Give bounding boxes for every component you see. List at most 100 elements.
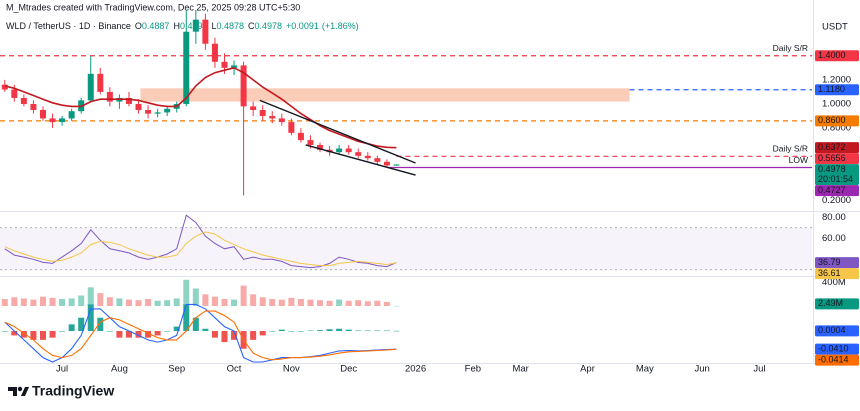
moving-average [4, 66, 397, 149]
level-label: 1.1180 [818, 84, 845, 94]
macd-histogram [202, 328, 209, 331]
macd-histogram [49, 331, 56, 338]
level-label-bg [815, 115, 859, 127]
candle-body [87, 73, 94, 101]
macd-histogram [345, 329, 352, 331]
volume-bar [326, 300, 333, 306]
volume-bar [307, 299, 314, 306]
candle-body [97, 73, 104, 92]
candle-body [135, 103, 142, 110]
candle-body [250, 106, 257, 110]
macd-histogram [231, 331, 238, 340]
candle-body [259, 110, 266, 117]
macd-histogram [1, 331, 8, 332]
candle-body [49, 118, 56, 123]
macd-histogram [326, 329, 333, 331]
candle-body [364, 155, 371, 159]
macd-histogram [164, 331, 171, 332]
macd-histogram [269, 331, 276, 332]
candle-body [231, 65, 238, 68]
volume-bar [355, 300, 362, 306]
macd-histogram [39, 331, 46, 340]
macd-histogram [20, 331, 27, 338]
macd-histogram [250, 331, 257, 340]
level-label-bg [815, 84, 859, 96]
last-price-label: 0.4978 [818, 164, 846, 174]
volume-bar [202, 294, 209, 306]
volume-bar [106, 297, 113, 306]
macd-line [4, 310, 397, 361]
volume-bar [336, 299, 343, 306]
ohlc-prefix: C [248, 21, 255, 31]
y-tick-label: 400M [822, 277, 846, 288]
volume-bar [1, 299, 8, 306]
macd-histogram [173, 326, 180, 331]
volume-bar [211, 296, 218, 306]
candle-body [39, 110, 46, 119]
candle-body [269, 116, 276, 119]
x-tick-label: Oct [227, 364, 242, 375]
ohlc-prefix: L [211, 21, 216, 31]
volume-bar [240, 285, 247, 306]
volume-label: 2.49M [818, 298, 843, 308]
macd-histogram [125, 331, 132, 338]
volume-bar [221, 299, 228, 306]
macd-histogram [192, 317, 199, 331]
macd-histogram [355, 330, 362, 332]
volume-bar [231, 299, 238, 306]
macd-histogram [221, 331, 228, 343]
volume-bar [78, 295, 85, 306]
level-label: 0.5656 [818, 153, 846, 163]
candle-body [1, 84, 8, 90]
ohlc-value: 0.4887 [142, 21, 170, 31]
x-tick-label: Dec [340, 364, 357, 375]
logo-icon [8, 387, 17, 396]
y-tick-label: 0.8000 [822, 123, 851, 134]
candle-body [106, 91, 113, 102]
candle-body [202, 19, 209, 44]
last-price-label: 20:01:54 [818, 174, 853, 184]
volume-bar [154, 300, 161, 306]
ma-label: 0.6372 [818, 142, 846, 152]
macd-histogram [135, 331, 142, 338]
candle-body [11, 89, 18, 98]
candle-body [68, 111, 75, 119]
volume-bar [317, 300, 324, 306]
rsi-label: 36.61 [818, 268, 841, 278]
macd-histogram [393, 330, 400, 332]
x-tick-label: Apr [580, 364, 595, 375]
volume-bar [250, 294, 257, 306]
volume-bar [183, 279, 190, 306]
volume-bar [364, 301, 371, 306]
level-text: Daily S/R [773, 43, 808, 53]
y-tick-label: 1.2000 [822, 74, 851, 85]
volume-label-bg [815, 298, 859, 310]
candle-body [192, 19, 199, 32]
level-label-bg [815, 153, 859, 165]
macd-histogram [30, 331, 37, 340]
candle-body [288, 122, 295, 133]
rsi-label: 36.79 [818, 257, 841, 267]
change-pct: (+1.86%) [322, 21, 359, 31]
macd-histogram [116, 331, 123, 338]
macd-histogram [259, 331, 266, 336]
y-tick-label: 1.0000 [822, 98, 851, 109]
candle-body [20, 97, 27, 104]
macd-histogram [145, 331, 152, 338]
trendline [259, 99, 416, 164]
macd-histogram [106, 331, 113, 332]
rsi-line [4, 214, 397, 269]
macd-histogram [97, 317, 104, 331]
volume-bar [125, 299, 132, 306]
volume-bar [259, 297, 266, 306]
macd-histogram [383, 330, 390, 332]
x-tick-label: Jun [694, 364, 709, 375]
macd-histogram [317, 330, 324, 331]
macd-histogram [59, 331, 66, 332]
candle-body [211, 43, 218, 62]
candle-body [336, 148, 343, 153]
symbol: WLD / TetherUS · 1D · Binance [6, 21, 131, 31]
x-tick-label: May [636, 364, 654, 375]
volume-bar [269, 299, 276, 306]
